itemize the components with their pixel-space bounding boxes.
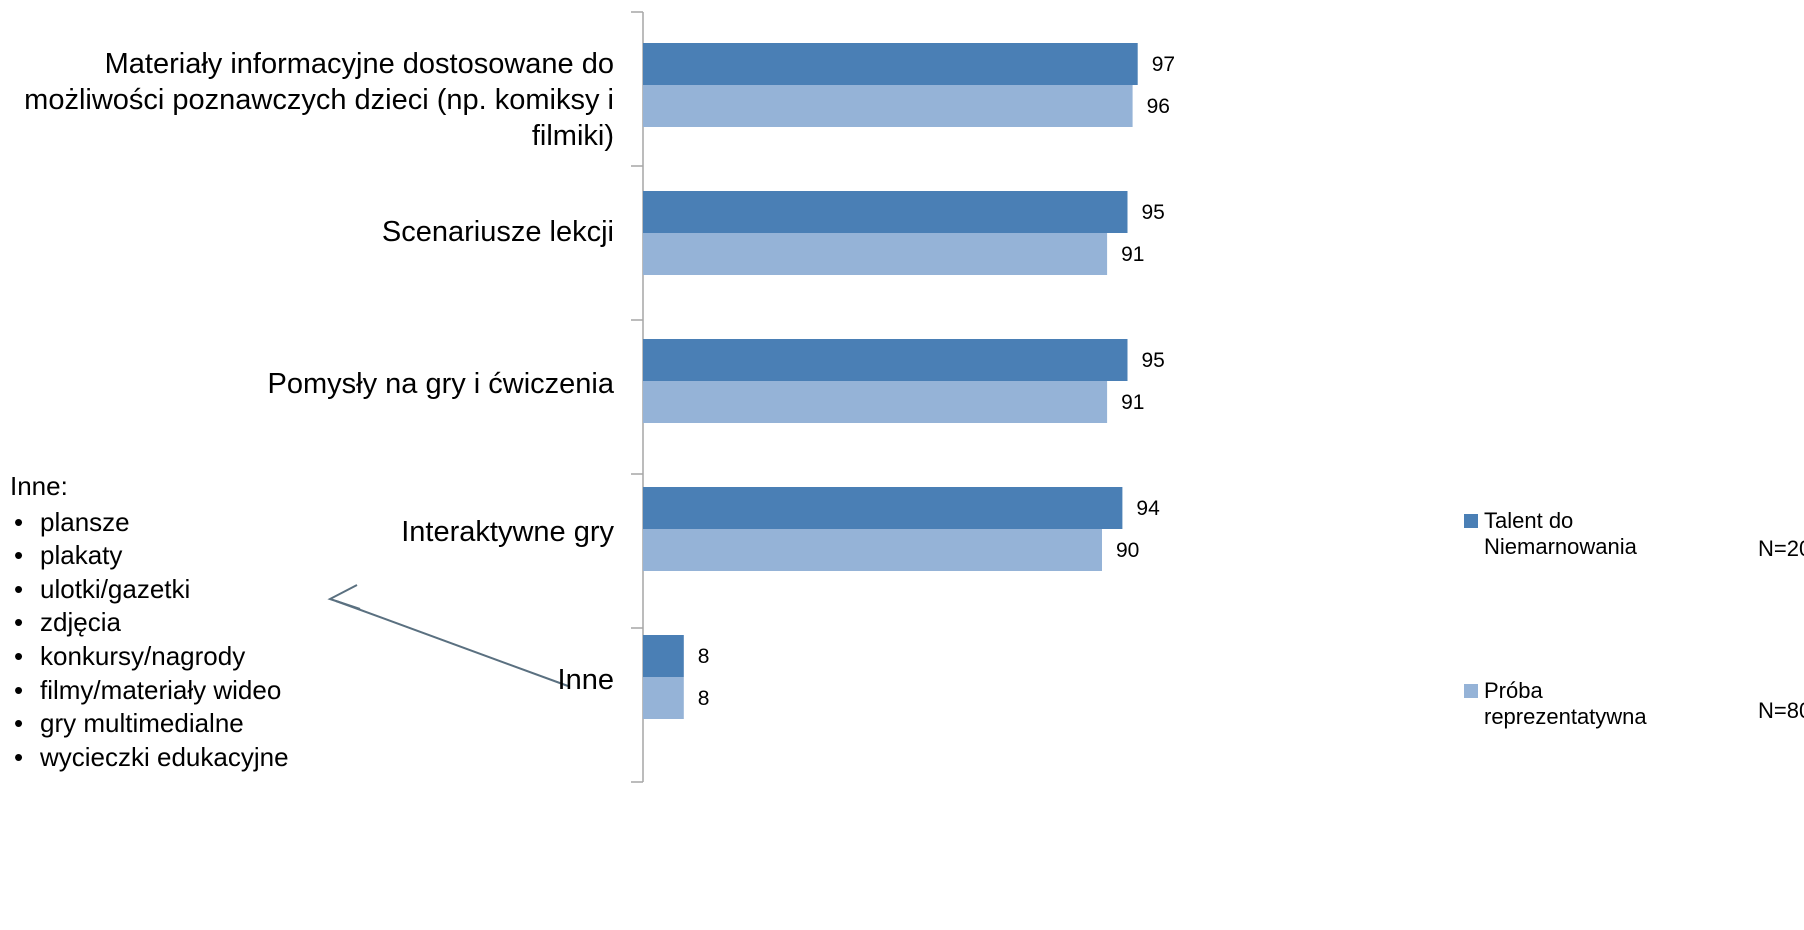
legend-label: Próba reprezentatywna <box>1484 678 1647 729</box>
annotation-arrowhead-icon <box>327 584 361 610</box>
bar-talent <box>643 635 684 677</box>
bar-proba <box>643 85 1133 127</box>
annotation-arrow <box>335 600 569 687</box>
bullet-icon: • <box>14 506 24 537</box>
data-label: 95 <box>1142 201 1165 224</box>
note-item-text: filmy/materiały wideo <box>40 674 282 705</box>
data-label: 95 <box>1142 349 1165 372</box>
category-label: Interaktywne gry <box>401 516 614 548</box>
y-axis <box>631 11 644 783</box>
bar-talent <box>643 43 1138 85</box>
bullet-icon: • <box>14 607 24 638</box>
bullet-icon: • <box>14 674 24 705</box>
data-label: 8 <box>698 645 710 668</box>
legend-swatch <box>1464 684 1478 698</box>
note-item-text: konkursy/nagrody <box>40 640 246 671</box>
bars <box>643 43 1138 719</box>
note-item: • plansze <box>10 506 289 540</box>
note-item-text: ulotki/gazetki <box>40 573 191 604</box>
note-item: • konkursy/nagrody <box>10 640 289 674</box>
bullet-icon: • <box>14 640 24 671</box>
bar-proba <box>643 677 684 719</box>
legend-sample-size: N=203 <box>1758 536 1804 561</box>
category-label: Materiały informacyjne dostosowane do mo… <box>24 48 614 152</box>
bar-proba <box>643 529 1102 571</box>
note-item: • plakaty <box>10 539 289 573</box>
data-label: 97 <box>1152 53 1175 76</box>
note-title: Inne: <box>10 471 68 501</box>
data-label: 8 <box>698 687 710 710</box>
note-item: • filmy/materiały wideo <box>10 674 289 708</box>
bar-talent <box>643 339 1128 381</box>
data-label: 91 <box>1121 243 1144 266</box>
category-label: Inne <box>557 664 614 696</box>
data-label: 91 <box>1121 391 1144 414</box>
other-items-note: Inne: • plansze • plakaty • ulotki/gazetki … <box>10 470 289 774</box>
note-item-text: wycieczki edukacyjne <box>40 741 289 772</box>
legend-swatch <box>1464 514 1478 528</box>
bar-talent <box>643 487 1123 529</box>
bullet-icon: • <box>14 540 24 571</box>
bar-proba <box>643 381 1108 423</box>
category-label: Scenariusze lekcji <box>381 216 614 248</box>
bullet-icon: • <box>14 708 24 739</box>
data-label: 94 <box>1136 497 1160 520</box>
note-item-text: plansze <box>40 506 130 537</box>
data-label: 90 <box>1116 539 1139 562</box>
bar-talent <box>643 191 1128 233</box>
note-item-text: zdjęcia <box>40 607 121 638</box>
legend-label: Talent do Niemarnowania <box>1484 508 1637 559</box>
data-labels: 97 95 95 94 8 96 91 91 90 8 <box>698 53 1175 710</box>
note-item: • ulotki/gazetki <box>10 573 289 607</box>
note-item: • wycieczki edukacyjne <box>10 741 289 775</box>
data-label: 96 <box>1147 95 1170 118</box>
bullet-icon: • <box>14 741 24 772</box>
bar-proba <box>643 233 1108 275</box>
note-item: • gry multimedialne <box>10 707 289 741</box>
note-item: • zdjęcia <box>10 606 289 640</box>
note-item-text: gry multimedialne <box>40 708 244 739</box>
note-item-text: plakaty <box>40 540 123 571</box>
legend-sample-size: N=800 <box>1758 698 1804 723</box>
bullet-icon: • <box>14 573 24 604</box>
note-list: • plansze • plakaty • ulotki/gazetki • zdjęc… <box>10 506 289 775</box>
category-label: Pomysły na gry i ćwiczenia <box>267 368 615 400</box>
